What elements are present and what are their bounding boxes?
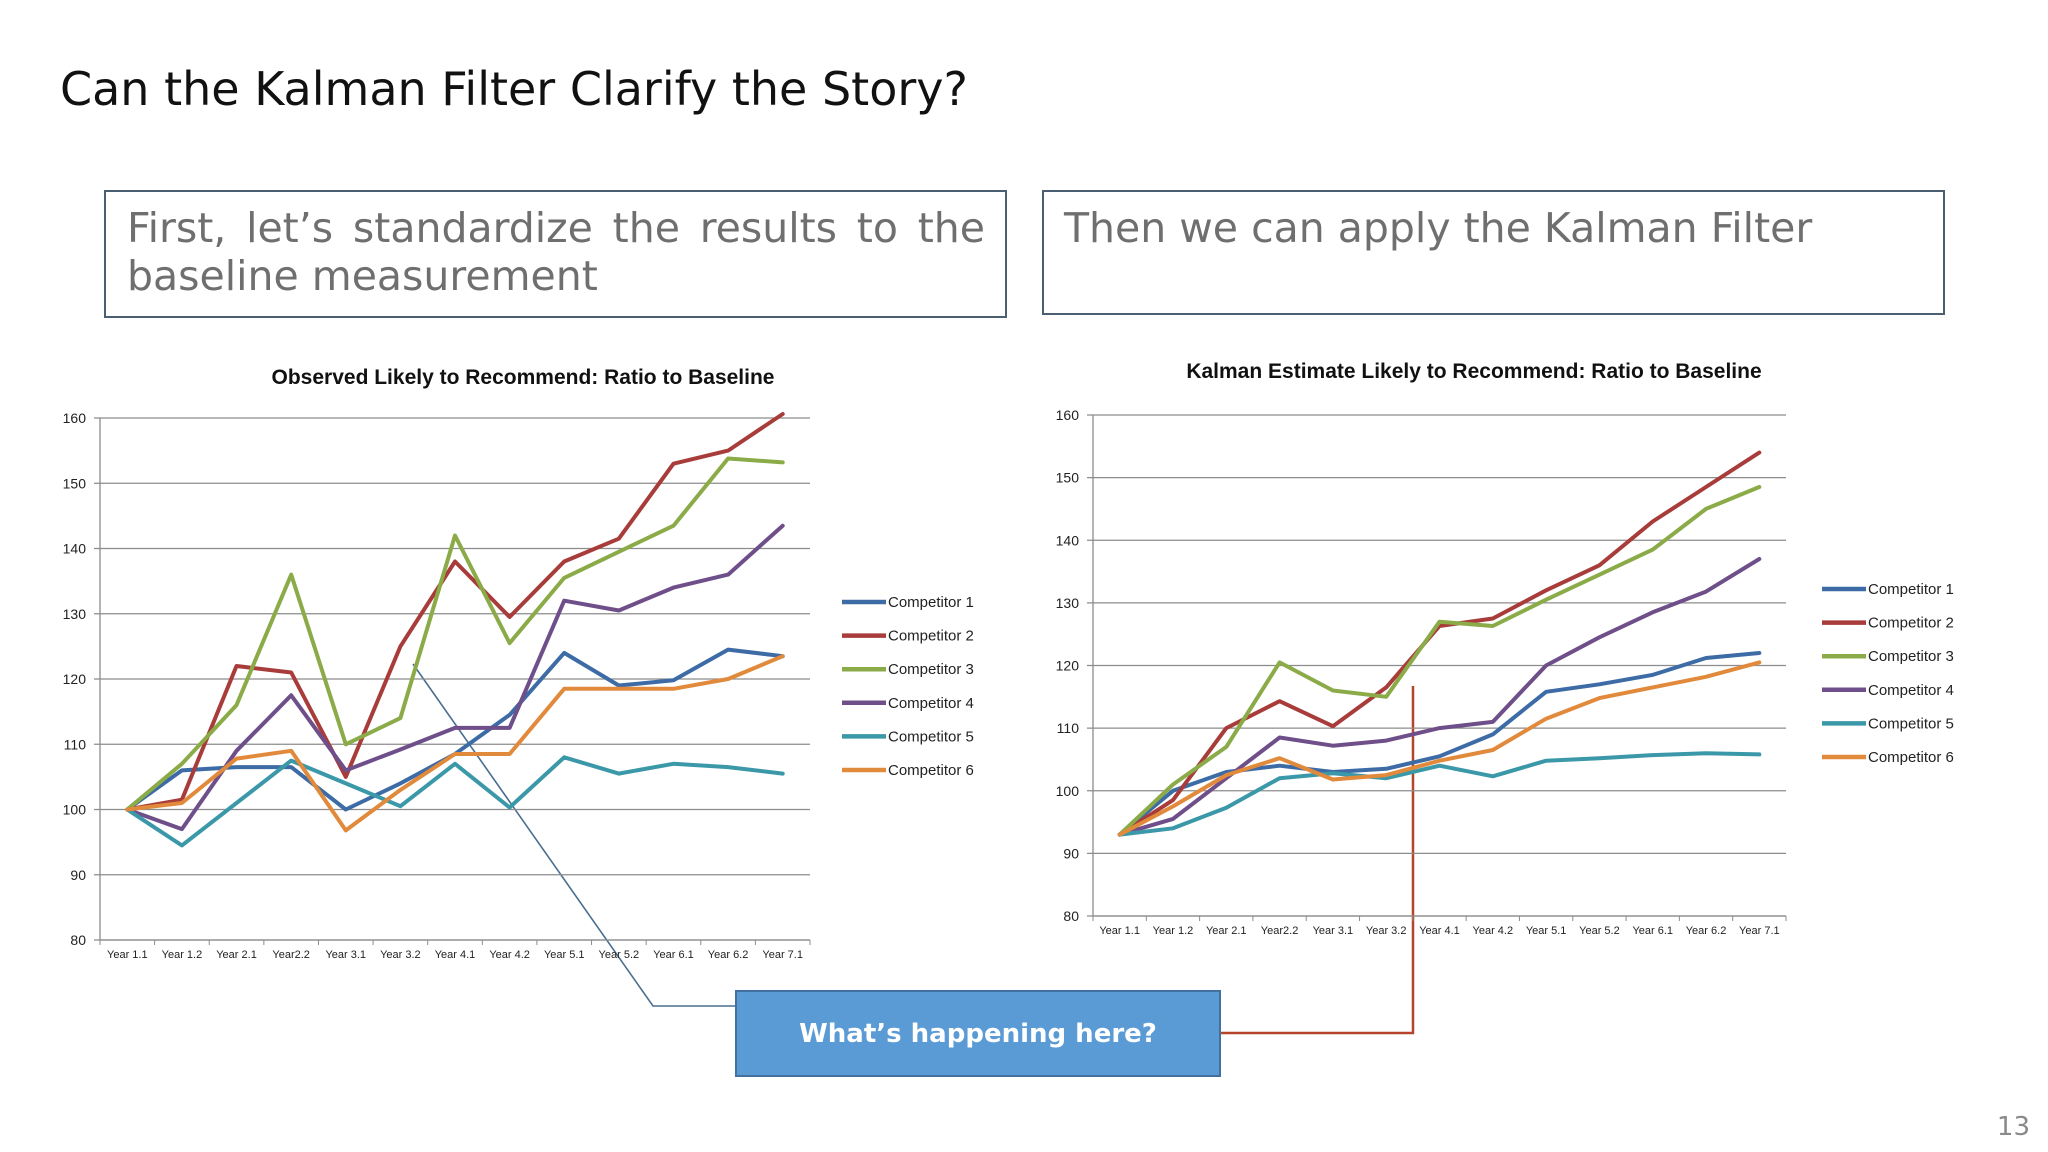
y-tick-label: 130 [63, 606, 87, 622]
legend-label: Competitor 6 [1868, 749, 1954, 766]
connector-left [412, 663, 735, 1007]
x-tick-label: Year 3.2 [380, 949, 421, 961]
x-tick-label: Year2.2 [272, 949, 310, 961]
series-line-6 [1117, 660, 1762, 837]
chart-1: Observed Likely to Recommend: Ratio to B… [63, 366, 974, 961]
y-tick-label: 120 [63, 671, 87, 687]
kalman-text-box: Then we can apply the Kalman Filter [1042, 190, 1945, 315]
chart-2: Kalman Estimate Likely to Recommend: Rat… [1056, 360, 1954, 937]
x-tick-label: Year 3.1 [1313, 925, 1354, 937]
x-tick-label: Year2.2 [1261, 925, 1299, 937]
x-tick-label: Year 7.1 [1739, 925, 1780, 937]
legend-label: Competitor 6 [888, 762, 974, 779]
x-tick-label: Year 2.1 [1206, 925, 1247, 937]
x-tick-label: Year 4.1 [435, 949, 476, 961]
y-tick-label: 120 [1056, 658, 1080, 674]
x-tick-label: Year 5.2 [1579, 925, 1620, 937]
series-line-5 [125, 755, 785, 848]
x-tick-label: Year 4.2 [489, 949, 530, 961]
y-tick-label: 80 [70, 932, 86, 948]
x-tick-label: Year 4.1 [1419, 925, 1460, 937]
legend-label: Competitor 1 [888, 594, 974, 611]
x-tick-label: Year 6.1 [653, 949, 694, 961]
x-tick-label: Year 1.2 [1153, 925, 1194, 937]
kalman-text: Then we can apply the Kalman Filter [1064, 204, 1813, 252]
legend-label: Competitor 2 [888, 628, 974, 645]
y-tick-label: 90 [70, 867, 86, 883]
legend-label: Competitor 4 [1868, 682, 1954, 699]
series-line-2 [1117, 450, 1762, 837]
y-tick-label: 150 [63, 475, 87, 491]
x-tick-label: Year 3.1 [325, 949, 366, 961]
legend-label: Competitor 1 [1868, 581, 1954, 598]
y-tick-label: 130 [1056, 595, 1080, 611]
series-line-1 [1117, 651, 1762, 837]
x-tick-label: Year 1.1 [1099, 925, 1140, 937]
y-tick-label: 140 [63, 541, 87, 557]
series-line-4 [125, 523, 785, 832]
standardize-text-box: First, let’s standardize the results to … [104, 190, 1007, 318]
slide-title: Can the Kalman Filter Clarify the Story? [60, 62, 968, 116]
chart-title: Observed Likely to Recommend: Ratio to B… [272, 366, 775, 389]
x-tick-label: Year 6.2 [1686, 925, 1727, 937]
y-tick-label: 90 [1063, 845, 1079, 861]
x-tick-label: Year 5.1 [1526, 925, 1567, 937]
x-tick-label: Year 3.2 [1366, 925, 1407, 937]
callout-label: What’s happening here? [799, 1018, 1157, 1049]
legend-label: Competitor 5 [888, 728, 974, 745]
legend-label: Competitor 5 [1868, 715, 1954, 732]
legend-label: Competitor 4 [888, 695, 974, 712]
standardize-text: First, let’s standardize the results to … [127, 204, 985, 300]
y-tick-label: 80 [1063, 908, 1079, 924]
y-tick-label: 100 [1056, 783, 1080, 799]
x-tick-label: Year 5.1 [544, 949, 585, 961]
x-tick-label: Year 1.2 [162, 949, 203, 961]
x-tick-label: Year 1.1 [107, 949, 148, 961]
series-line-3 [1117, 485, 1762, 837]
series-line-4 [1117, 557, 1762, 837]
series-line-5 [1117, 751, 1762, 837]
x-tick-label: Year 7.1 [762, 949, 803, 961]
y-tick-label: 110 [1057, 720, 1080, 736]
x-tick-label: Year 6.1 [1632, 925, 1673, 937]
series-line-6 [125, 654, 785, 833]
y-tick-label: 150 [1056, 470, 1080, 486]
chart-title: Kalman Estimate Likely to Recommend: Rat… [1186, 360, 1761, 383]
legend-label: Competitor 3 [888, 661, 974, 678]
x-tick-label: Year 4.2 [1473, 925, 1514, 937]
y-tick-label: 160 [63, 410, 87, 426]
y-tick-label: 160 [1056, 407, 1080, 423]
y-tick-label: 100 [63, 802, 87, 818]
series-line-2 [125, 412, 785, 812]
connector-right [1221, 686, 1415, 1035]
y-tick-label: 110 [64, 736, 87, 752]
x-tick-label: Year 2.1 [216, 949, 257, 961]
legend-label: Competitor 2 [1868, 615, 1954, 632]
legend-label: Competitor 3 [1868, 648, 1954, 665]
x-tick-label: Year 5.2 [599, 949, 640, 961]
page-number: 13 [1996, 1112, 2030, 1142]
x-tick-label: Year 6.2 [708, 949, 749, 961]
y-tick-label: 140 [1056, 532, 1080, 548]
series-line-3 [125, 456, 785, 812]
whats-happening-callout: What’s happening here? [735, 990, 1221, 1077]
callout-connectors [412, 663, 1415, 1035]
